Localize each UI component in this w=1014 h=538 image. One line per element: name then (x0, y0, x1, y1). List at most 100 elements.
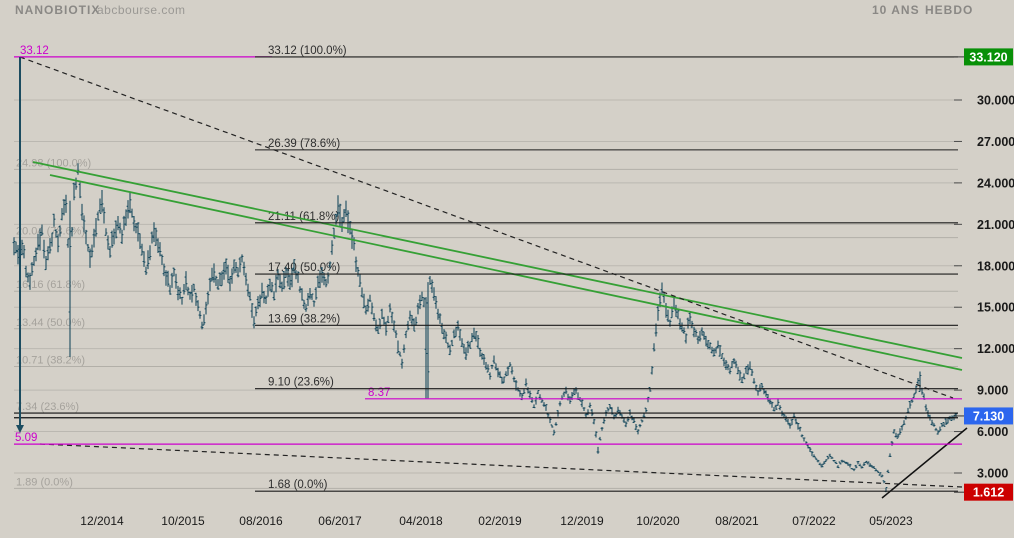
ohlc-bar (794, 418, 798, 425)
ohlc-bar (828, 453, 832, 458)
ohlc-bar (518, 390, 522, 397)
ohlc-bar (258, 294, 262, 308)
ohlc-bar (88, 248, 92, 268)
ohlc-bar (598, 436, 602, 441)
ohlc-bar (746, 364, 750, 375)
date-label: 07/2022 (792, 514, 836, 528)
ohlc-bar (404, 330, 408, 339)
ohlc-bar (156, 238, 160, 253)
ohlc-bar (902, 420, 906, 426)
ohlc-bar (130, 208, 134, 218)
ohlc-bar (522, 389, 526, 395)
ohlc-bar (886, 469, 890, 473)
date-label: 08/2021 (715, 514, 759, 528)
ohlc-bar (660, 282, 664, 296)
ohlc-bar (682, 327, 686, 334)
ohlc-bar (128, 192, 132, 214)
ohlc-bar (376, 325, 380, 334)
ohlc-bar (80, 203, 84, 221)
ohlc-bar (106, 235, 110, 250)
ohlc-bar (940, 423, 944, 428)
price-bars (12, 163, 958, 493)
fib-secondary-label: 24.98 (100.0%) (16, 157, 91, 169)
ohlc-bar (140, 243, 144, 256)
ohlc-bar (54, 229, 58, 238)
ohlc-bar (228, 276, 232, 292)
ohlc-bar (900, 425, 904, 431)
ohlc-bar (880, 474, 884, 478)
ohlc-bar (854, 464, 858, 469)
ohlc-bar (856, 461, 860, 465)
ohlc-bar (92, 228, 96, 248)
ohlc-bar (680, 322, 684, 332)
ohlc-bar (414, 316, 418, 326)
ohlc-bar (608, 403, 612, 409)
y-axis-label: 6.000 (977, 425, 1008, 439)
ohlc-bar (622, 418, 626, 423)
ohlc-bar (100, 190, 104, 213)
ohlc-bar (914, 385, 918, 394)
ohlc-bar (424, 297, 428, 399)
ohlc-bar (648, 387, 652, 392)
ohlc-bar (764, 390, 768, 397)
ohlc-bar (178, 287, 182, 300)
ohlc-bar (490, 364, 494, 369)
ohlc-bar (896, 433, 900, 439)
ohlc-bar (838, 461, 842, 465)
symbol-title: NANOBIOTIX (15, 3, 101, 17)
ohlc-bar (104, 228, 108, 236)
ohlc-bar (240, 254, 244, 263)
ohlc-bar (700, 327, 704, 336)
ohlc-bar (938, 426, 942, 432)
ohlc-bar (492, 355, 496, 364)
ohlc-bar (84, 229, 88, 245)
ohlc-bar (274, 274, 278, 293)
ohlc-bar (134, 223, 138, 234)
ohlc-bar (192, 283, 196, 292)
ohlc-bar (852, 468, 856, 472)
ohlc-bar (814, 457, 818, 460)
ohlc-bar (396, 340, 400, 354)
ohlc-bar (230, 268, 234, 284)
fib-primary-label: 9.10 (23.6%) (268, 377, 334, 389)
ohlc-bar (232, 259, 236, 274)
ohlc-bar (810, 451, 814, 457)
ohlc-bar (934, 427, 938, 431)
ohlc-bar (310, 293, 314, 300)
ohlc-bar (342, 209, 346, 223)
ohlc-bar (72, 182, 76, 201)
ohlc-bar (194, 292, 198, 306)
ohlc-bar (322, 272, 326, 286)
ohlc-bar (148, 245, 152, 261)
ohlc-bar (478, 347, 482, 357)
ohlc-bar (78, 182, 82, 199)
ohlc-bar (214, 275, 218, 286)
ohlc-bar (722, 357, 726, 367)
date-label: 08/2016 (239, 514, 283, 528)
ohlc-bar (872, 466, 876, 470)
ohlc-bar (70, 227, 74, 237)
ohlc-bar (66, 238, 70, 248)
ohlc-bar (448, 344, 452, 356)
ohlc-bar (26, 272, 30, 283)
ohlc-bar (418, 294, 422, 310)
ohlc-bar (360, 287, 364, 298)
ohlc-bar (176, 285, 180, 301)
ohlc-bar (292, 259, 296, 273)
fib-primary-label: 26.39 (78.6%) (268, 138, 340, 150)
y-axis-label: 15.000 (977, 301, 1014, 315)
ohlc-bar (694, 329, 698, 338)
timeframe-label: HEBDO (925, 3, 974, 17)
ohlc-bar (476, 335, 480, 349)
ohlc-bar (144, 266, 148, 275)
ohlc-bar (206, 291, 210, 305)
ohlc-bar (728, 367, 732, 375)
ohlc-bar (808, 446, 812, 452)
price-badge-last-price (964, 407, 1013, 425)
ohlc-bar (512, 376, 516, 383)
ohlc-bar (438, 313, 442, 324)
ohlc-bar (394, 330, 398, 338)
ohlc-bar (150, 231, 154, 244)
ohlc-bar (500, 376, 504, 384)
ohlc-bar (800, 434, 804, 438)
